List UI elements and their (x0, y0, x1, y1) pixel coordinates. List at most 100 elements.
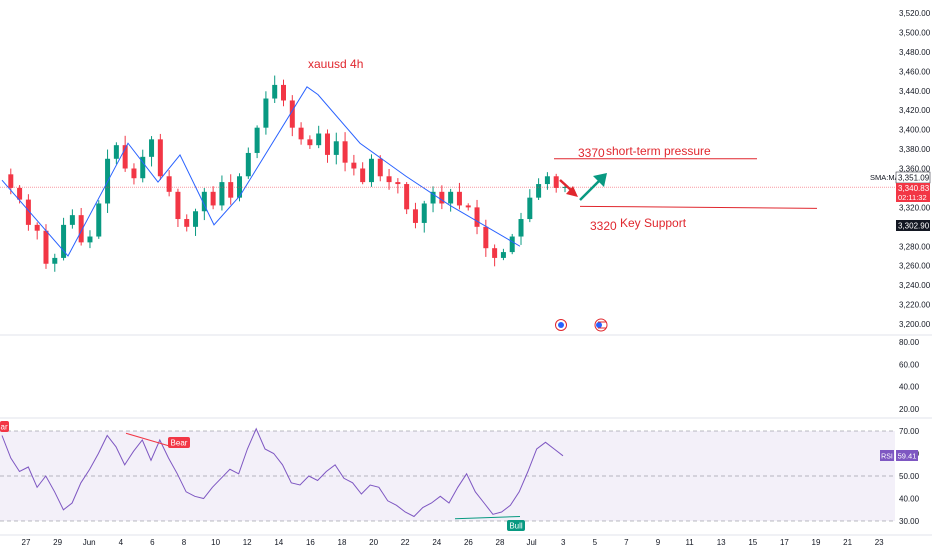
down-arrow-icon (559, 179, 578, 197)
edge-badge-text: ar (1, 423, 8, 432)
candle-down (25, 199, 31, 225)
bull-badge-text: Bull (509, 522, 523, 531)
time-tick-label: 4 (119, 538, 124, 547)
candle-down (465, 205, 471, 208)
countdown-badge: 02:11:32 (898, 193, 927, 202)
time-tick-label: 3 (561, 538, 566, 547)
candle-down (404, 184, 410, 210)
candle-up (113, 145, 119, 159)
rsi-tick-label: 30.00 (899, 517, 920, 526)
candle-up (193, 211, 199, 227)
bear-divergence-line (125, 432, 173, 448)
price-tick-label: 3,280.00 (899, 242, 931, 251)
price-tick-label: 3,480.00 (899, 48, 931, 57)
bear-badge-text: Bear (171, 439, 188, 448)
bear-badge: Bear (168, 437, 190, 448)
candle-down (439, 191, 445, 204)
rsi-badge-value: 59.41 (898, 452, 917, 461)
candle-up (448, 191, 454, 204)
rsi-badge-label: RSI (881, 454, 893, 461)
price-tick-label: 3,440.00 (899, 87, 931, 96)
candle-down (43, 230, 49, 264)
candle-up (219, 182, 225, 206)
candle-up (87, 236, 93, 243)
candle-up (61, 224, 67, 258)
time-tick-label: 16 (306, 538, 315, 547)
candle-down (553, 176, 559, 188)
candle-up (272, 84, 278, 99)
price-tick-label: 3,420.00 (899, 106, 931, 115)
candle-down (492, 248, 498, 258)
rsi-tick-label: 50.00 (899, 472, 920, 481)
candle-down (395, 182, 401, 185)
bull-divergence-line (454, 516, 521, 520)
candle-up (96, 203, 102, 237)
price-tick-label: 3,400.00 (899, 126, 931, 135)
candle-up (316, 133, 322, 146)
candle-up (527, 197, 533, 220)
time-tick-label: 5 (593, 538, 598, 547)
upper-indicator-pane: 80.00 60.00 40.00 20.00 (899, 338, 920, 414)
candle-down (210, 191, 216, 206)
last-price-badge: 3,340.83 (898, 184, 930, 193)
candle-down (34, 224, 40, 231)
price-badges: SMA:MA 3,351.09 3,340.83 02:11:32 3,302.… (870, 171, 931, 231)
candle-down (17, 187, 23, 200)
time-tick-label: Jun (83, 538, 96, 547)
time-tick-label: 14 (274, 538, 283, 547)
upper-tick-label: 80.00 (899, 338, 920, 347)
candle-down (166, 176, 172, 192)
candle-down (78, 215, 84, 243)
rsi-value-badge: RSI 59.41 (880, 450, 918, 461)
price-tick-label: 3,220.00 (899, 301, 931, 310)
time-tick-label: 23 (875, 538, 884, 547)
price-tick-label: 3,320.00 (899, 203, 931, 212)
time-tick-label: 10 (211, 538, 220, 547)
candle-down (456, 191, 462, 206)
time-tick-label: 13 (717, 538, 726, 547)
time-tick-label: 8 (182, 538, 187, 547)
support-label: Key Support (620, 216, 687, 230)
candle-up (430, 191, 436, 204)
time-tick-label: 21 (843, 538, 852, 547)
candle-up (52, 257, 58, 264)
price-panel[interactable]: 3,520.00 3,500.00 3,480.00 3,460.00 3,440.00… (0, 0, 931, 335)
time-axis[interactable]: 27 29 Jun 4 6 8 10 12 14 16 18 20 22 24 26 28 Jul 3 5 7 9 11 1… (22, 538, 885, 547)
sma-label: SMA:MA (870, 173, 900, 182)
time-tick-label: 29 (53, 538, 62, 547)
upper-tick-label: 20.00 (899, 405, 920, 414)
time-tick-label: 6 (150, 538, 155, 547)
up-arrow-icon (579, 173, 607, 201)
candle-up (518, 219, 524, 237)
candle-up (509, 236, 515, 253)
pressure-value-label: 3370 (578, 146, 605, 160)
time-tick-label: 20 (369, 538, 378, 547)
time-tick-label: 7 (624, 538, 629, 547)
candle-down (483, 226, 489, 249)
chart-title: xauusd 4h (308, 57, 363, 71)
rsi-tick-label: 40.00 (899, 495, 920, 504)
candles (8, 75, 568, 272)
candle-down (474, 207, 480, 227)
bull-badge: Bull (507, 520, 525, 531)
price-panel-bg (0, 0, 895, 335)
time-tick-label: 28 (496, 538, 505, 547)
candle-down (289, 100, 295, 128)
candle-up (140, 156, 146, 179)
candle-down (351, 162, 357, 169)
time-tick-label: 17 (780, 538, 789, 547)
candle-up (421, 203, 427, 223)
candle-down (298, 127, 304, 140)
us-flag-icon-multi[interactable] (594, 318, 608, 332)
rsi-line (1, 427, 564, 518)
us-flag-icon[interactable] (555, 319, 567, 331)
candle-up (245, 152, 251, 177)
price-axis-ticks: 3,520.00 3,500.00 3,480.00 3,460.00 3,440.00… (899, 9, 931, 329)
candle-up (201, 191, 207, 212)
time-tick-label: 19 (812, 538, 821, 547)
price-tick-label: 3,360.00 (899, 165, 931, 174)
candle-down (281, 84, 286, 101)
